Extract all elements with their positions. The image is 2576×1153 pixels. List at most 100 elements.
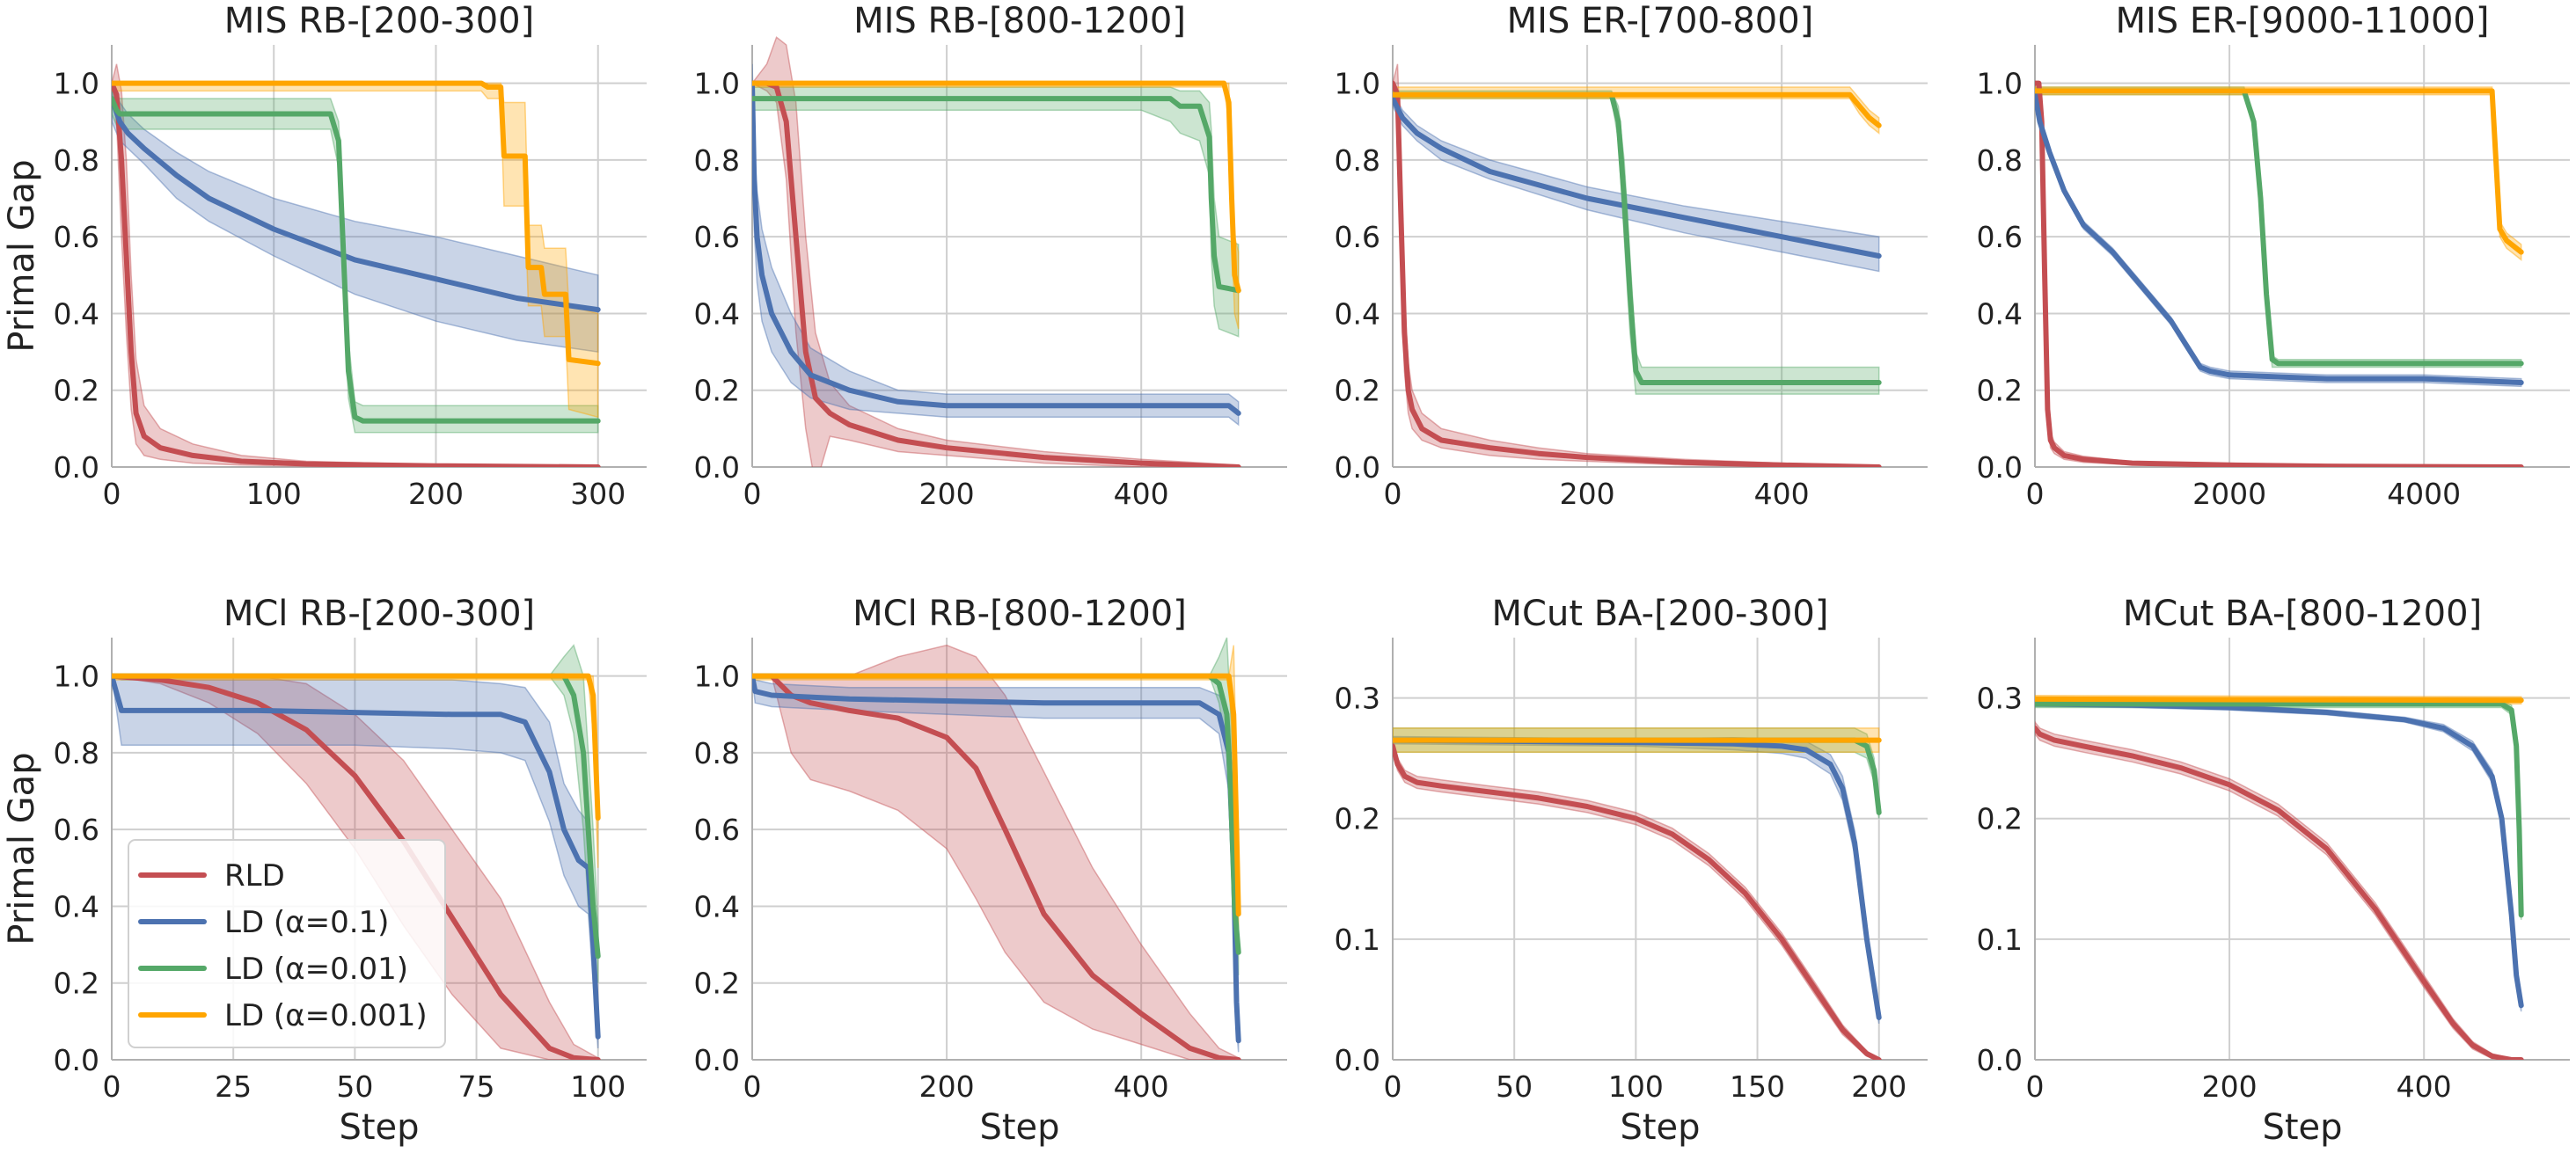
y-tick-label: 0.4 — [54, 296, 99, 331]
line-ld-0-001 — [1393, 91, 1882, 128]
series-lines — [1393, 80, 1882, 467]
x-tick-label: 50 — [336, 1069, 373, 1104]
y-tick-label: 0.3 — [1335, 682, 1380, 716]
line-rld — [752, 80, 1241, 467]
x-tick-label: 100 — [1608, 1069, 1664, 1104]
y-tick-label: 0.2 — [1335, 802, 1380, 836]
series-lines — [1393, 737, 1882, 1060]
x-axis-label: Step — [979, 1107, 1059, 1148]
line-ld-0-001 — [112, 673, 601, 821]
line-ld-0-1 — [112, 96, 601, 313]
x-tick-label: 400 — [2397, 1069, 2452, 1104]
line-ld-0-01 — [2035, 88, 2524, 367]
x-tick-label: 0 — [1384, 1069, 1402, 1104]
series-lines — [752, 673, 1241, 1060]
y-tick-label: 1.0 — [1977, 67, 2023, 101]
y-tick-label: 0.0 — [694, 450, 740, 485]
y-tick-label: 0.0 — [1335, 1043, 1380, 1077]
y-tick-label: 0.8 — [1977, 143, 2023, 178]
legend-label-rld: RLD — [224, 858, 285, 894]
panel-title: MCl RB-[200-300] — [223, 594, 535, 634]
panel-title: MIS RB-[200-300] — [224, 1, 534, 41]
legend-label-ld-0-1: LD (α=0.1) — [224, 905, 389, 940]
y-tick-label: 0.6 — [694, 813, 740, 847]
y-tick-label: 0.0 — [1977, 1043, 2023, 1077]
line-ld-0-01 — [752, 96, 1241, 294]
y-tick-label: 0.4 — [694, 889, 740, 923]
y-tick-label: 0.4 — [1335, 296, 1380, 331]
series-lines — [2035, 80, 2524, 467]
x-tick-label: 4000 — [2387, 477, 2461, 511]
x-tick-label: 0 — [743, 1069, 762, 1104]
y-tick-label: 0.8 — [54, 736, 99, 770]
y-tick-label: 0.0 — [54, 450, 99, 485]
y-tick-label: 0.8 — [1335, 143, 1380, 178]
band-ld-0-001 — [2035, 86, 2522, 261]
y-tick-label: 0.4 — [694, 296, 740, 331]
x-tick-label: 0 — [1384, 477, 1402, 511]
y-tick-label: 0.2 — [1335, 374, 1380, 408]
band-ld-0-1 — [2035, 91, 2522, 388]
x-tick-label: 0 — [103, 477, 121, 511]
x-axis-label: Step — [2262, 1107, 2342, 1148]
series-lines — [112, 80, 601, 467]
line-rld — [2035, 80, 2524, 467]
panel-title: MCl RB-[800-1200] — [853, 594, 1187, 634]
legend-label-ld-0-01: LD (α=0.01) — [224, 952, 408, 987]
line-ld-0-1 — [112, 673, 601, 1040]
band-ld-0-01 — [112, 85, 599, 434]
y-tick-label: 0.6 — [1335, 220, 1380, 254]
y-tick-label: 1.0 — [694, 660, 740, 694]
series-bands — [2035, 82, 2522, 467]
y-tick-label: 0.0 — [694, 1043, 740, 1077]
panel-title: MCut BA-[800-1200] — [2123, 594, 2482, 634]
x-tick-label: 200 — [919, 477, 975, 511]
band-ld-0-01 — [2035, 86, 2522, 369]
legend: RLD LD (α=0.1) LD (α=0.01) LD (α=0.001) — [128, 839, 446, 1048]
y-axis-label: Primal Gap — [2, 752, 42, 945]
band-ld-0-1 — [752, 63, 1240, 427]
band-ld-0-01 — [2035, 699, 2522, 920]
y-tick-label: 0.2 — [1977, 374, 2023, 408]
panel-title: MIS RB-[800-1200] — [853, 1, 1186, 41]
line-ld-0-001 — [2035, 88, 2524, 255]
x-tick-label: 0 — [103, 1069, 121, 1104]
x-tick-label: 300 — [570, 477, 626, 511]
panel-title: MIS ER-[9000-11000] — [2116, 1, 2490, 41]
x-tick-label: 200 — [2202, 1069, 2258, 1104]
panel-8: 0.0 0.1 0.2 0.3 0 200 400 MCut BA-[800-1200] Ste… — [1977, 594, 2570, 1148]
y-tick-label: 0.3 — [1977, 682, 2023, 716]
y-tick-label: 0.8 — [54, 143, 99, 178]
x-tick-label: 400 — [1114, 1069, 1169, 1104]
line-ld-0-001 — [752, 673, 1241, 917]
panel-title: MCut BA-[200-300] — [1492, 594, 1829, 634]
y-tick-label: 0.8 — [694, 736, 740, 770]
line-rld — [1393, 80, 1882, 467]
panel-title: MIS ER-[700-800] — [1507, 1, 1814, 41]
x-tick-label: 200 — [919, 1069, 975, 1104]
x-tick-label: 100 — [570, 1069, 626, 1104]
x-tick-label: 200 — [408, 477, 464, 511]
band-rld — [1393, 740, 1880, 1060]
x-tick-label: 2000 — [2192, 477, 2266, 511]
line-ld-0-1 — [2035, 701, 2524, 1009]
series-bands — [1393, 63, 1880, 467]
y-tick-label: 1.0 — [54, 67, 99, 101]
x-tick-label: 400 — [1114, 477, 1169, 511]
x-axis-label: Step — [1620, 1107, 1700, 1148]
x-tick-label: 150 — [1730, 1069, 1785, 1104]
y-tick-label: 1.0 — [54, 660, 99, 694]
band-ld-0-01 — [752, 86, 1240, 338]
y-tick-label: 0.2 — [54, 374, 99, 408]
y-tick-label: 0.1 — [1335, 923, 1380, 957]
y-axis-label: Primal Gap — [2, 159, 42, 352]
band-ld-0-1 — [1393, 91, 1880, 273]
panel-3: 0.0 0.2 0.4 0.6 0.8 1.0 0 200 400 MIS ER-[700-800… — [1335, 1, 1928, 511]
x-tick-label: 25 — [215, 1069, 252, 1104]
series-lines — [112, 673, 601, 1060]
line-ld-0-01 — [1393, 91, 1882, 385]
panel-7: 0.0 0.1 0.2 0.3 0 50 100 150 200 MCut BA-[200-300… — [1335, 594, 1928, 1148]
series-lines — [752, 80, 1241, 467]
x-axis-label: Step — [339, 1107, 419, 1148]
